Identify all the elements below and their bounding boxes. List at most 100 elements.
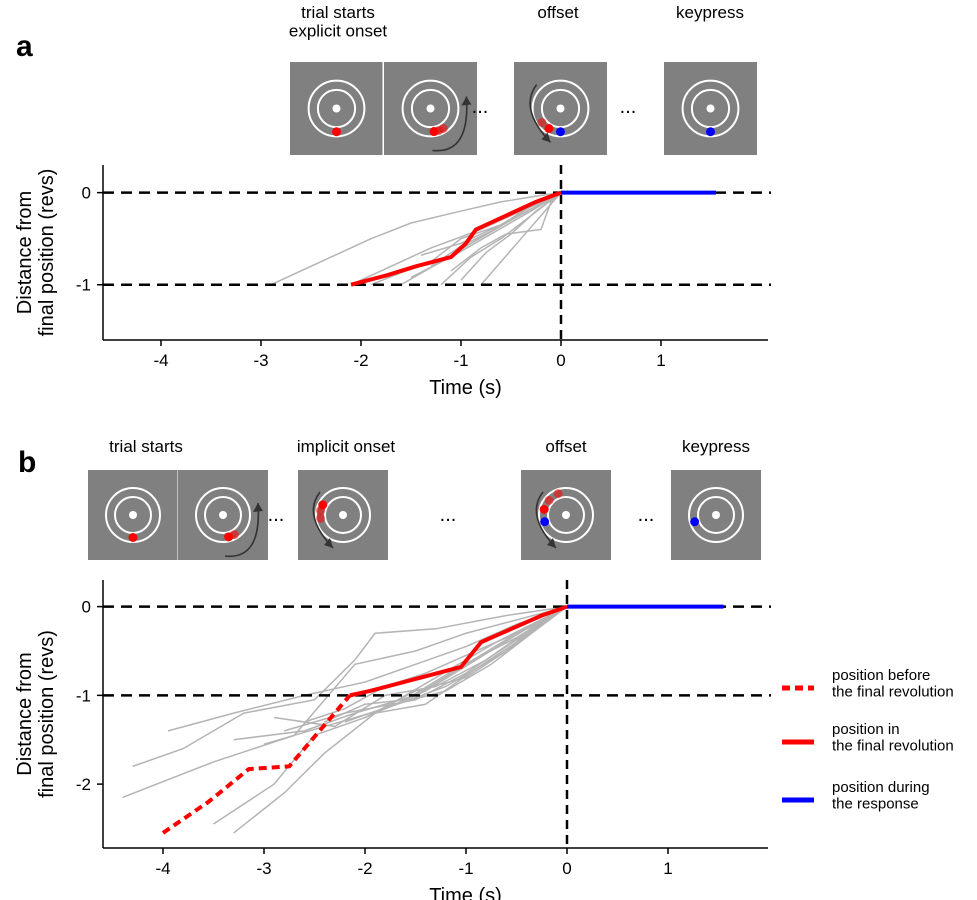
red-stimulus-dot — [544, 495, 554, 505]
inner-ring — [324, 496, 362, 534]
red-stimulus-dot — [544, 123, 554, 133]
y-axis-label-line: Distance from — [14, 652, 36, 775]
outer-ring — [401, 79, 460, 138]
x-tick-label: 1 — [656, 351, 665, 370]
gray-trial-trace — [122, 605, 568, 799]
fixation-dot — [339, 511, 347, 519]
red-stimulus-dot — [224, 532, 234, 542]
ellipsis: ... — [472, 96, 489, 118]
gray-trial-trace — [344, 606, 568, 723]
phase-label: offset — [545, 437, 587, 456]
x-tick-label: -4 — [155, 859, 170, 878]
red-stimulus-dot — [316, 513, 325, 523]
legend-label-line: position in — [832, 721, 900, 738]
legend-label: position during the response — [832, 779, 930, 813]
gray-trial-trace — [167, 605, 568, 732]
blue-response-dot — [556, 127, 565, 137]
legend-label-line: the response — [832, 796, 919, 813]
red-stimulus-dot — [429, 127, 439, 137]
ellipsis: ... — [440, 504, 457, 526]
x-tick-label: -1 — [453, 351, 468, 370]
inner-ring — [316, 88, 357, 129]
y-tick-label: -1 — [76, 686, 91, 705]
y-axis-label-group: Distance fromfinal position (revs) — [14, 169, 58, 337]
phase-label: keypress — [676, 3, 744, 22]
x-tick-label: -3 — [256, 859, 271, 878]
phase-label: offset — [537, 3, 579, 22]
phase-label-line: explicit onset — [289, 22, 388, 41]
red-stimulus-dot — [537, 117, 547, 127]
gray-trial-trace — [374, 606, 568, 714]
inner-ring — [690, 88, 731, 129]
x-tick-label: 0 — [562, 859, 571, 878]
rotation-arrow — [432, 96, 468, 152]
phase-label: implicit onset — [297, 437, 396, 456]
fixation-dot — [556, 104, 565, 113]
stimulus-frame-3 — [521, 470, 611, 560]
y-tick-label: 0 — [82, 184, 91, 203]
gray-trial-trace — [233, 605, 568, 834]
x-tick-label: 1 — [663, 859, 672, 878]
x-tick-label: -2 — [353, 351, 368, 370]
arrow-head — [324, 538, 333, 548]
red-stimulus-dot — [553, 489, 563, 499]
blue-response-dot — [540, 517, 550, 527]
phase-label: trial starts — [109, 437, 183, 456]
y-tick-label: 0 — [82, 598, 91, 617]
inner-ring — [540, 88, 581, 129]
legend-label-line: position during — [832, 779, 930, 796]
red-stimulus-dot — [332, 127, 341, 137]
y-tick-label: -2 — [76, 775, 91, 794]
red-trace-final-revolution — [349, 604, 568, 698]
arrow-head — [253, 503, 263, 512]
y-axis-label: Distance fromfinal position (revs) — [14, 169, 58, 337]
outer-ring — [681, 79, 740, 138]
fixation-dot — [712, 511, 720, 519]
stimulus-frame-0 — [290, 62, 384, 155]
arrow-head — [541, 132, 551, 143]
inner-ring — [697, 496, 735, 534]
ellipsis: ... — [268, 504, 285, 526]
gray-trial-trace — [410, 191, 562, 279]
outer-ring — [531, 79, 590, 138]
arrow-head — [547, 538, 556, 548]
outer-ring — [315, 487, 371, 543]
fixation-dot — [129, 511, 137, 519]
gray-trial-trace — [480, 192, 562, 286]
gray-trial-trace — [263, 606, 568, 745]
outer-ring — [538, 487, 594, 543]
legend-label: position in the final revolution — [832, 721, 954, 755]
arrow-head — [461, 96, 472, 106]
y-axis-label-line: final position (revs) — [36, 630, 58, 798]
blue-response-dot — [706, 127, 715, 137]
gray-trial-trace — [132, 605, 568, 768]
outer-ring — [307, 79, 366, 138]
x-tick-label: -2 — [357, 859, 372, 878]
legend-label-line: position before — [832, 667, 930, 684]
panel-label: a — [16, 30, 33, 63]
stimulus-frame-0 — [88, 470, 179, 560]
fixation-dot — [332, 104, 341, 113]
x-tick-label: -4 — [153, 351, 168, 370]
legend-label-line: the final revolution — [832, 684, 954, 701]
legend-label: position before the final revolution — [832, 667, 954, 701]
blue-response-dot — [690, 517, 700, 527]
y-axis-label-line: final position (revs) — [36, 169, 58, 337]
red-stimulus-dot — [128, 533, 138, 542]
phase-label: trial starts explicit onset — [289, 3, 388, 41]
stimulus-frame-2 — [298, 470, 388, 560]
red-trace-final-revolution — [350, 190, 562, 287]
x-tick-label: 0 — [556, 351, 565, 370]
inner-ring — [204, 496, 242, 534]
stimulus-frame-2 — [514, 62, 607, 155]
red-trace-before-final-revolution — [161, 694, 352, 835]
stimulus-frame-4 — [671, 470, 761, 560]
x-tick-label: -3 — [253, 351, 268, 370]
red-stimulus-dot — [318, 500, 328, 510]
phase-label: keypress — [682, 437, 750, 456]
panel-b: b trial starts implicit onset offset keypres… — [14, 437, 771, 900]
y-axis-label: Distance fromfinal position (revs) — [14, 630, 58, 798]
y-tick-label: -1 — [76, 276, 91, 295]
legend-label-line: the final revolution — [832, 738, 954, 755]
